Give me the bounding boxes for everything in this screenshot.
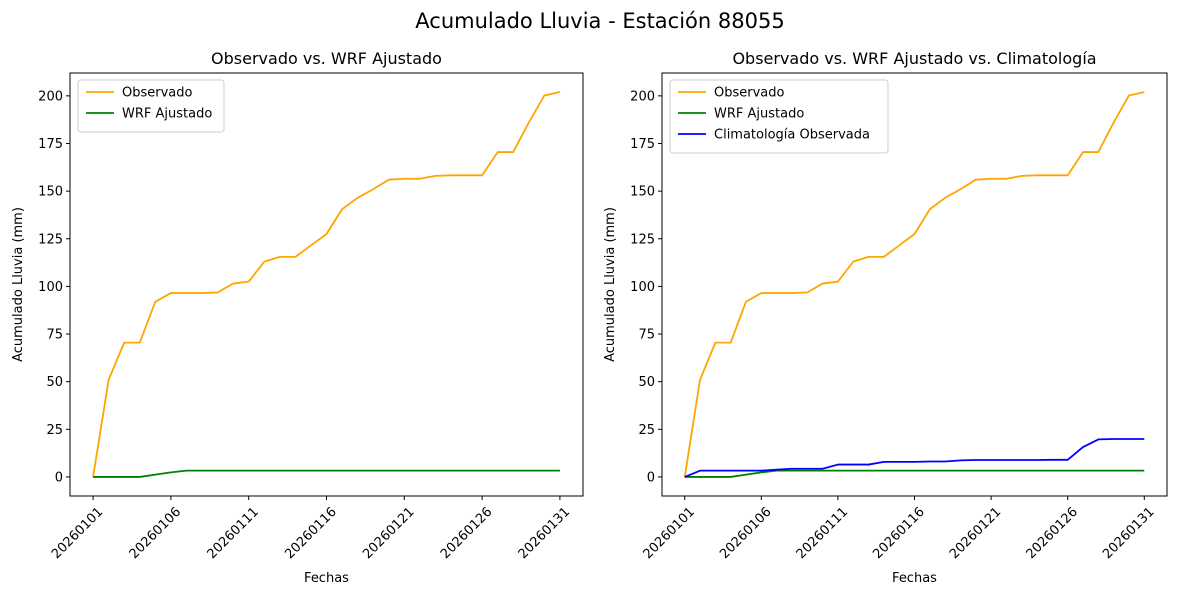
y-tick-label: 125: [630, 232, 655, 247]
y-tick-label: 25: [46, 423, 63, 438]
y-tick-label: 150: [38, 185, 63, 200]
y-tick-label: 175: [38, 137, 63, 152]
x-tick-label: 20260121: [947, 505, 1004, 562]
y-tick-label: 75: [638, 328, 655, 343]
y-tick-label: 0: [647, 470, 655, 485]
y-tick-label: 125: [38, 232, 63, 247]
x-tick-label: 20260111: [205, 505, 262, 562]
series-line-observado: [92, 91, 561, 478]
x-tick-label: 20260106: [127, 505, 184, 562]
plot-frame: [69, 72, 584, 497]
chart-panel-1: 0 25 50 75 100 125 150 175 200 20260101 20260106 20…: [11, 49, 584, 586]
x-tick-label: 20260101: [49, 505, 106, 562]
y-tick-label: 50: [638, 375, 655, 390]
x-tick-label: 20260101: [641, 505, 698, 562]
x-tick-label: 20260116: [870, 505, 927, 562]
x-tick-label: 20260106: [717, 505, 774, 562]
x-tick-label: 20260121: [360, 505, 417, 562]
chart-panel-2: 0 25 50 75 100 125 150 175 200 20260101 20260106 20…: [603, 49, 1168, 586]
legend-box: [669, 79, 889, 154]
x-tick-label: 20260126: [438, 505, 495, 562]
series-line-wrf-ajustado: [93, 469, 560, 478]
y-tick-label: 50: [46, 375, 63, 390]
y-tick-label: 100: [630, 280, 655, 295]
y-tick-label: 200: [630, 89, 655, 104]
legend: Observado WRF Ajustado: [77, 79, 225, 133]
legend-label: WRF Ajustado: [122, 107, 212, 122]
y-tick-label: 75: [46, 328, 63, 343]
y-tick-label: 200: [38, 89, 63, 104]
x-axis-label: Fechas: [892, 571, 937, 586]
series-line-climatolog-a-observada: [684, 438, 1145, 478]
y-tick-label: 175: [630, 137, 655, 152]
legend-label: WRF Ajustado: [714, 107, 804, 122]
series-line-wrf-ajustado: [684, 469, 1145, 478]
legend-label: Observado: [122, 86, 193, 101]
chart-title: Observado vs. WRF Ajustado: [211, 49, 442, 68]
x-tick-label: 20260111: [794, 505, 851, 562]
y-tick-label: 150: [630, 185, 655, 200]
figure-title: Acumulado Lluvia - Estación 88055: [415, 9, 784, 33]
x-tick-label: 20260131: [516, 505, 573, 562]
x-axis-label: Fechas: [304, 571, 349, 586]
x-tick-label: 20260131: [1100, 505, 1157, 562]
legend-label: Climatología Observada: [714, 128, 870, 143]
y-axis-label: Acumulado Lluvia (mm): [11, 207, 26, 362]
legend-box: [77, 79, 225, 133]
series-line-observado: [683, 91, 1145, 478]
x-tick-label: 20260126: [1024, 505, 1081, 562]
y-tick-label: 0: [55, 470, 63, 485]
chart-title: Observado vs. WRF Ajustado vs. Climatolo…: [732, 49, 1096, 68]
x-tick-label: 20260116: [282, 505, 339, 562]
legend-label: Observado: [714, 86, 785, 101]
y-tick-label: 100: [38, 280, 63, 295]
y-tick-label: 25: [638, 423, 655, 438]
legend: Observado WRF Ajustado Climatología Observ…: [669, 79, 889, 154]
y-axis-label: Acumulado Lluvia (mm): [603, 207, 618, 362]
